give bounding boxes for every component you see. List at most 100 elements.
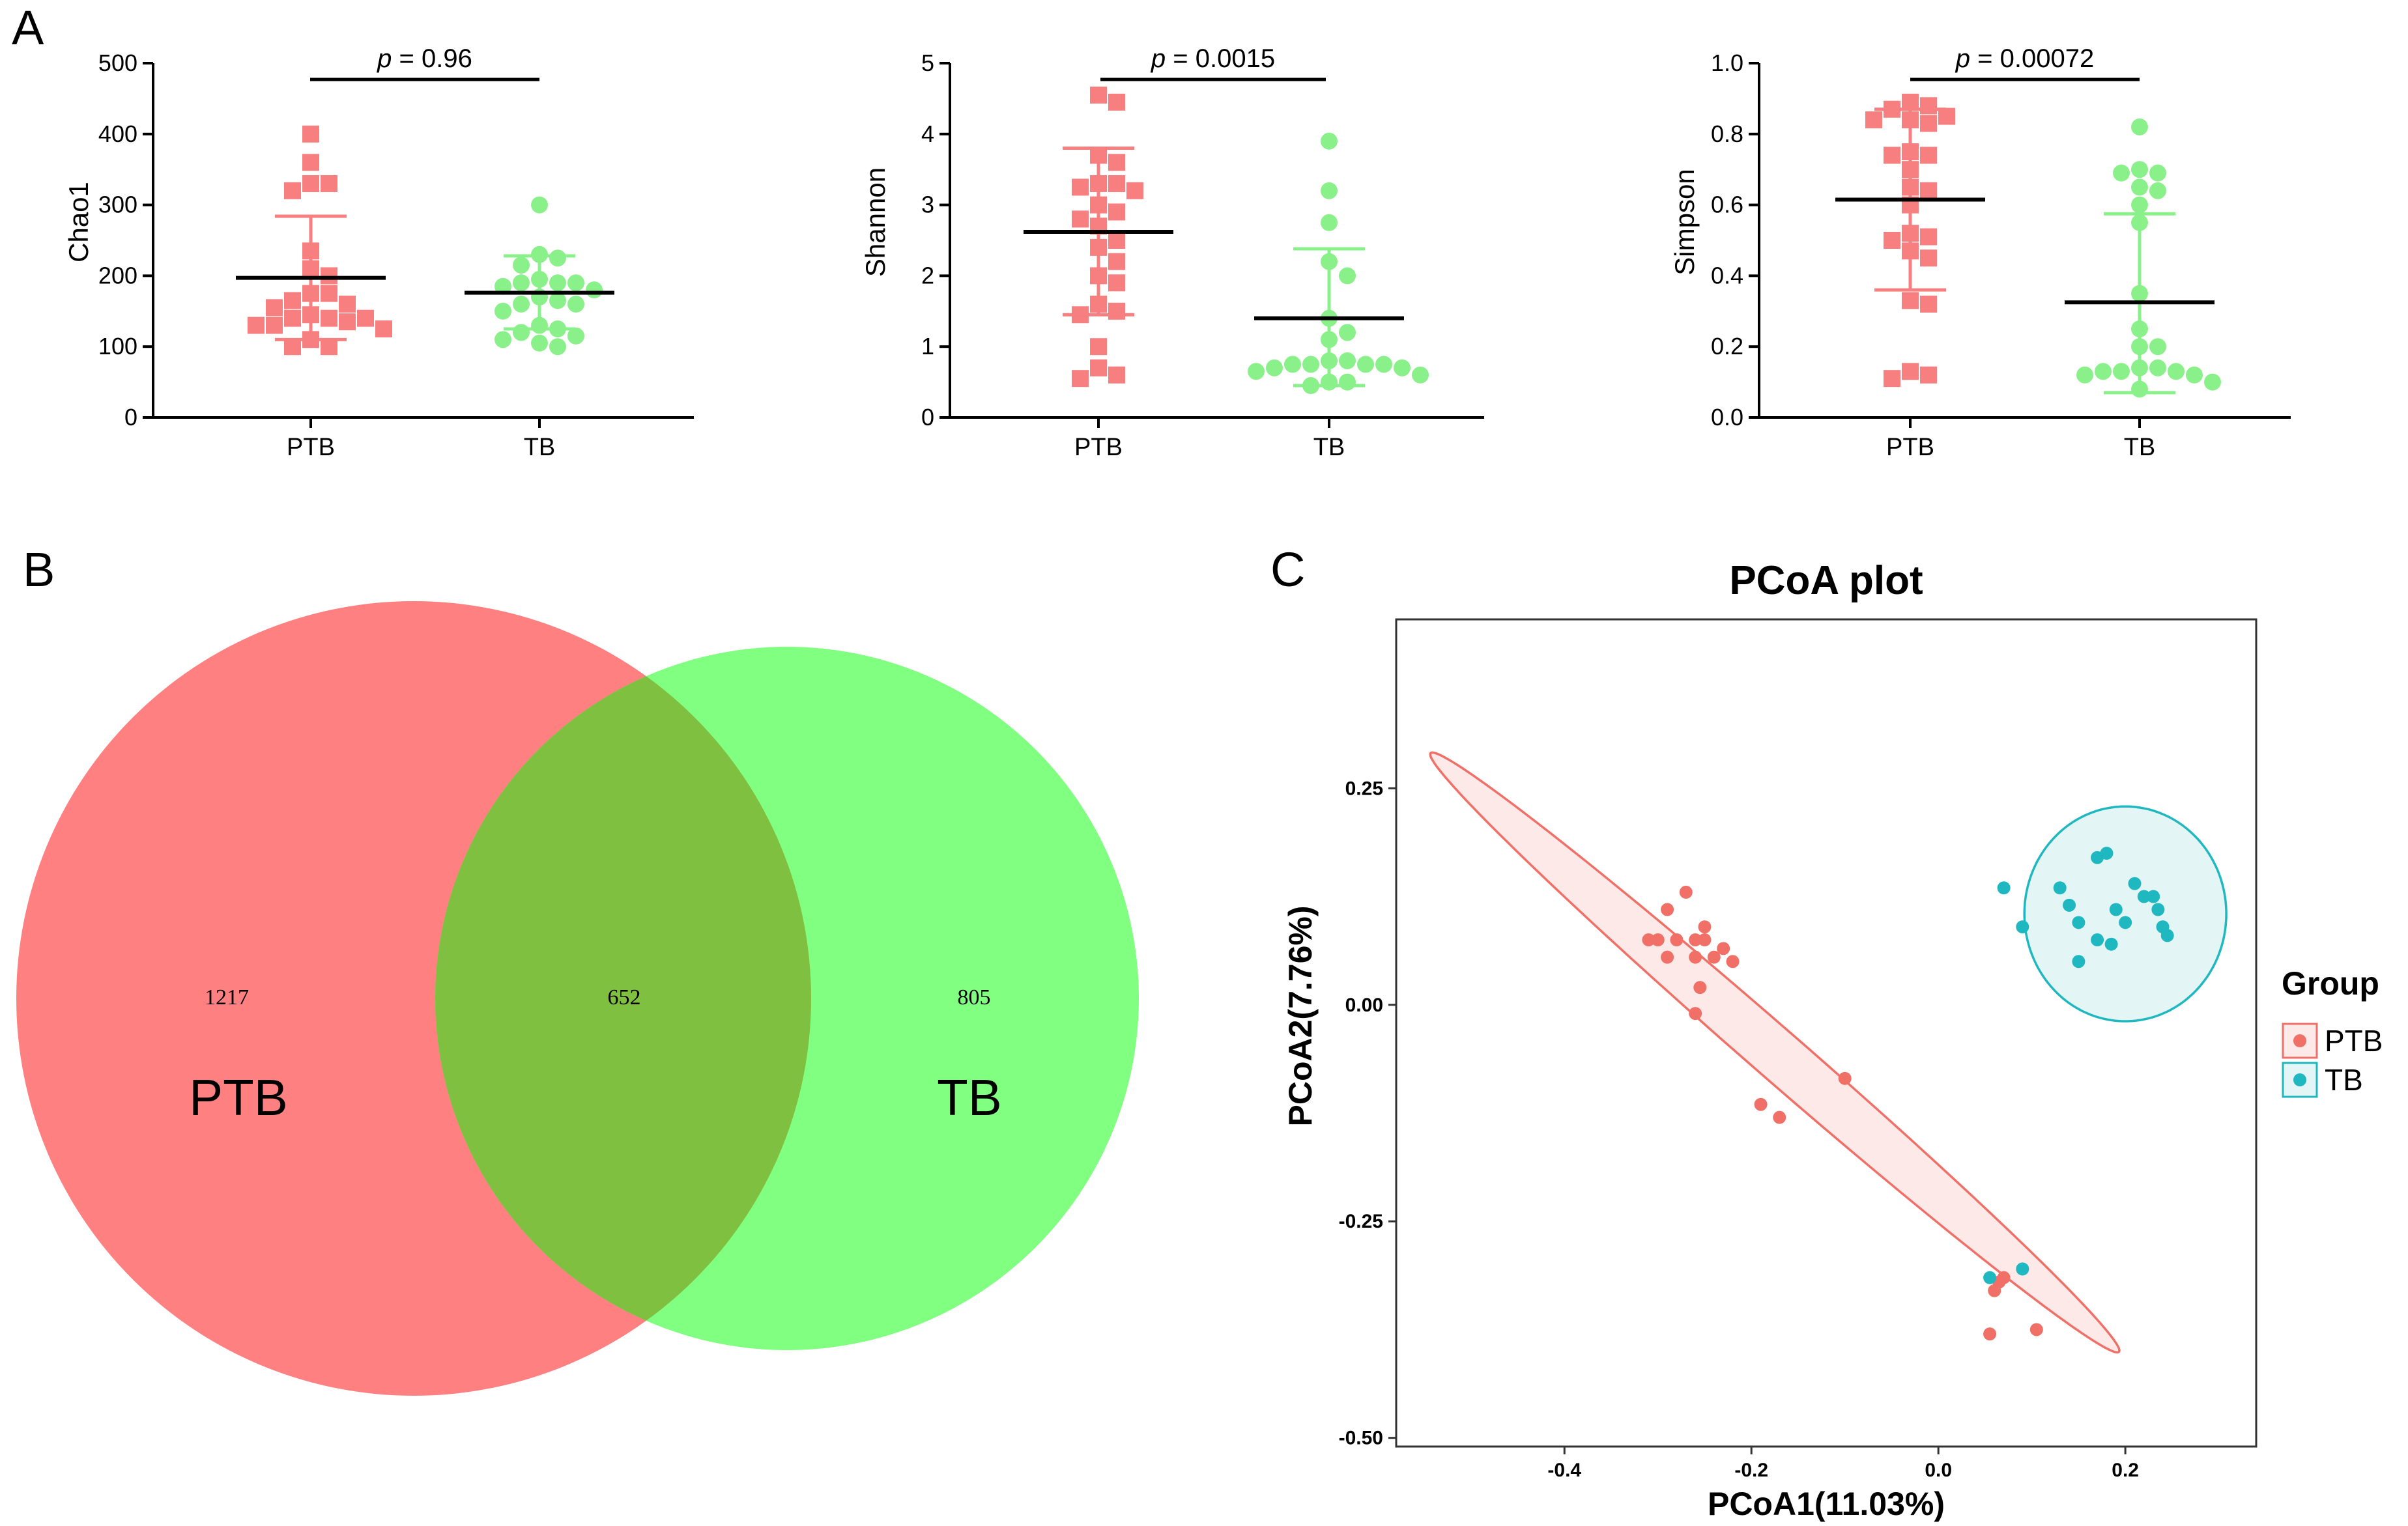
ptb-point <box>1988 1284 2001 1297</box>
p-symbol: p <box>1955 44 1970 73</box>
tb-point <box>1394 359 1411 376</box>
ptb-point <box>321 309 337 327</box>
venn-ptb-count: 1217 <box>205 985 249 1010</box>
tb-point <box>2160 929 2174 942</box>
ptb-point <box>1920 295 1937 313</box>
tb-point <box>549 249 566 267</box>
ptb-point <box>375 320 392 337</box>
y-tick-label: 400 <box>98 120 137 147</box>
pcoa-plot: PCoA plot -0.4 -0.2 0.0 0.2 0.25 0.00 -0.25 -0.5… <box>1282 558 2383 1522</box>
tb-point <box>531 334 548 352</box>
p-value-label: p = 0.96 <box>377 44 472 73</box>
tb-point <box>2149 164 2166 182</box>
legend-label: TB <box>2325 1063 2363 1097</box>
ptb-point <box>1920 249 1937 267</box>
legend-label: PTB <box>2325 1024 2383 1058</box>
tb-point <box>2131 178 2148 196</box>
ptb-point <box>339 295 356 313</box>
y-tick-label: 0 <box>124 404 137 431</box>
plot-frame <box>1395 618 2258 1448</box>
x-tick-label: TB <box>524 434 556 461</box>
ptb-point <box>1689 950 1702 964</box>
chao1-dot-plot: 0 100 200 300 400 500 Chao1 PTB TB p = 0.96 <box>63 44 694 461</box>
tb-point <box>2151 903 2165 916</box>
ptb-point <box>1670 933 1684 947</box>
tb-point <box>567 274 584 292</box>
y-tick-label: 5 <box>921 49 934 76</box>
tb-point <box>513 324 530 341</box>
ptb-point <box>302 175 319 192</box>
panel-label-a: A <box>12 1 44 55</box>
y-tick-label: 200 <box>98 262 137 289</box>
ptb-point <box>1661 903 1674 916</box>
tb-point <box>2072 916 2086 929</box>
y-tick-label: 0.8 <box>1711 120 1743 147</box>
panel-label-c: C <box>1270 543 1305 597</box>
tb-point <box>1321 182 1338 199</box>
tb-point <box>2109 903 2123 916</box>
legend-title: Group <box>2282 965 2379 1002</box>
chart-title: PCoA plot <box>1729 558 1923 603</box>
y-tick-label: 300 <box>98 191 137 218</box>
p-value: = 0.00072 <box>1970 44 2094 73</box>
ptb-point <box>1651 933 1665 947</box>
ptb-point <box>1108 175 1125 192</box>
tb-point <box>2063 898 2076 912</box>
y-tick-label: 500 <box>98 49 137 76</box>
ptb-point <box>1108 253 1125 270</box>
ptb-point <box>1108 274 1125 292</box>
ptb-point <box>284 309 301 327</box>
y-axis-label: Shannon <box>860 167 891 277</box>
tb-point <box>2091 933 2104 947</box>
x-tick-label: TB <box>2124 434 2156 461</box>
tb-point <box>1412 366 1429 384</box>
tb-point <box>513 295 530 313</box>
ptb-point <box>1865 111 1882 129</box>
tb-point <box>1248 363 1265 380</box>
tb-point <box>2149 182 2166 199</box>
tb-point <box>494 277 511 295</box>
tb-point <box>549 274 566 292</box>
x-tick-label: 0.2 <box>2112 1460 2139 1481</box>
legend-dot <box>2293 1034 2306 1047</box>
ptb-point <box>1072 210 1089 228</box>
ptb-point <box>1698 920 1712 934</box>
tb-point <box>586 281 603 299</box>
ptb-point <box>1090 338 1107 356</box>
ptb-point <box>1884 147 1900 164</box>
ptb-point <box>1108 232 1125 249</box>
ptb-point <box>1902 363 1919 380</box>
x-tick-label: PTB <box>1074 434 1123 461</box>
p-symbol: p <box>1151 44 1166 73</box>
tb-point <box>549 292 566 309</box>
ptb-point <box>1920 228 1937 246</box>
venn-overlap-count: 652 <box>608 985 641 1010</box>
venn-tb-count: 805 <box>958 985 991 1010</box>
tb-point <box>1983 1271 1997 1284</box>
x-tick-label: 0.0 <box>1925 1460 1952 1481</box>
tb-point <box>2095 363 2112 380</box>
ptb-point <box>1920 366 1937 384</box>
ptb-point <box>1920 97 1937 115</box>
tb-point <box>1284 356 1301 373</box>
tb-point <box>2147 890 2160 903</box>
ptb-point <box>321 175 337 192</box>
p-symbol: p <box>377 44 392 73</box>
ptb-ellipse <box>1429 751 2121 1354</box>
y-tick-label: -0.25 <box>1339 1211 1383 1232</box>
ptb-point <box>1920 147 1937 164</box>
tb-point <box>2053 881 2067 895</box>
ptb-point <box>1072 178 1089 196</box>
tb-point <box>2113 164 2130 182</box>
ptb-point <box>1072 370 1089 388</box>
tb-point <box>1357 356 1374 373</box>
tb-point <box>513 274 530 292</box>
ptb-point <box>302 125 319 143</box>
venn-diagram: 1217 652 805 PTB TB <box>16 601 1139 1396</box>
y-tick-label: 0.25 <box>1345 778 1383 799</box>
tb-point <box>494 302 511 320</box>
tb-point <box>2168 363 2185 380</box>
ptb-point <box>1693 981 1707 995</box>
y-tick-label: 4 <box>921 120 934 147</box>
